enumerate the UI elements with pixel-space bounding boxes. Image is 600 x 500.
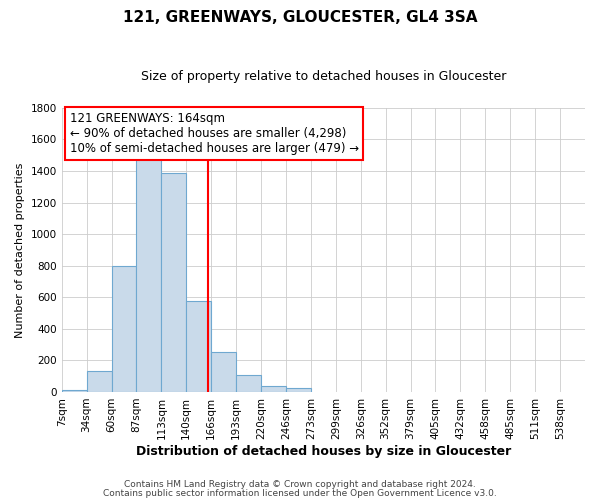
Bar: [161, 172, 186, 392]
Bar: [261, 386, 286, 392]
Bar: [286, 388, 311, 392]
Bar: [86, 370, 112, 392]
Bar: [136, 159, 161, 392]
Bar: [211, 352, 236, 392]
Bar: [112, 266, 136, 392]
Bar: [186, 301, 211, 392]
Bar: [62, 390, 86, 392]
Text: Contains HM Land Registry data © Crown copyright and database right 2024.: Contains HM Land Registry data © Crown c…: [124, 480, 476, 489]
Title: Size of property relative to detached houses in Gloucester: Size of property relative to detached ho…: [140, 70, 506, 83]
Text: 121 GREENWAYS: 164sqm
← 90% of detached houses are smaller (4,298)
10% of semi-d: 121 GREENWAYS: 164sqm ← 90% of detached …: [70, 112, 359, 155]
Y-axis label: Number of detached properties: Number of detached properties: [15, 162, 25, 338]
X-axis label: Distribution of detached houses by size in Gloucester: Distribution of detached houses by size …: [136, 444, 511, 458]
Text: 121, GREENWAYS, GLOUCESTER, GL4 3SA: 121, GREENWAYS, GLOUCESTER, GL4 3SA: [123, 10, 477, 25]
Text: Contains public sector information licensed under the Open Government Licence v3: Contains public sector information licen…: [103, 488, 497, 498]
Bar: [236, 374, 261, 392]
